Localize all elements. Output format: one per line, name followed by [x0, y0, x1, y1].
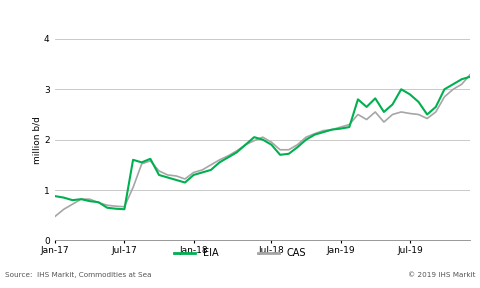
Text: © 2019 IHS Markit: © 2019 IHS Markit	[408, 272, 475, 278]
Text: Source:  IHS Markit, Commodities at Sea: Source: IHS Markit, Commodities at Sea	[5, 272, 151, 278]
Text: Gulf Coast (PADD 3) Exports of Crude Oil: Gulf Coast (PADD 3) Exports of Crude Oil	[7, 14, 312, 27]
Y-axis label: million b/d: million b/d	[32, 116, 41, 164]
Legend: EIA, CAS: EIA, CAS	[170, 245, 310, 262]
